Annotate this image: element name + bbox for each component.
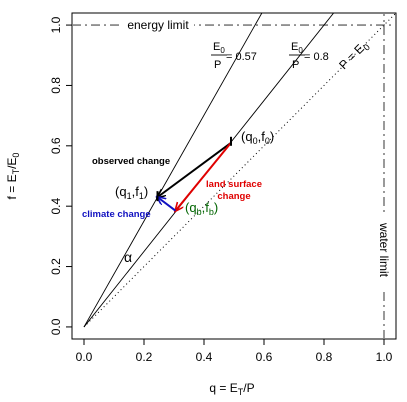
y-tick-label: 0.2 [49,258,63,275]
x-tick-label: 0.6 [256,350,273,364]
point-q1f1-label: (q1,f1) [115,184,148,201]
land-surface-change-label-line2: change [217,191,250,202]
ratio-08-denominator: P [292,59,299,71]
y-axis-title: f = ET/E0 [5,153,21,200]
ratio-label-08: E0 P = 0.8 [289,41,329,71]
alpha-label: α [124,249,132,265]
water-limit-label-bg [375,212,393,288]
y-axis: 0.0 0.2 0.4 0.6 0.8 1.0 [49,16,72,335]
x-tick-label: 0.4 [196,350,213,364]
energy-limit-label-bg [122,16,194,32]
ratio-057-value: = 0.57 [226,51,257,63]
y-tick-label: 0.0 [49,318,63,335]
x-axis-title: q = ET/P [209,381,254,397]
ratio-line-08 [83,13,335,328]
observed-change-arrow [158,141,232,197]
x-tick-label: 1.0 [376,350,393,364]
ratio-line-057 [83,13,263,328]
pe-line [83,13,396,328]
y-tick-label: 0.8 [49,77,63,94]
climate-change-arrow [158,197,177,212]
x-tick-label: 0.0 [76,350,93,364]
y-tick-label: 0.4 [49,198,63,215]
point-qbfb-label: (qb,fb) [185,200,218,217]
energy-limit-label: energy limit [127,18,189,32]
x-tick-label: 0.8 [316,350,333,364]
y-tick-label: 0.6 [49,137,63,154]
ratio-label-057: E0 P = 0.57 [211,41,257,71]
climate-change-label: climate change [82,209,151,220]
x-tick-label: 0.2 [136,350,153,364]
point-q0f0-label: (q0,f0) [241,129,274,146]
ratio-057-denominator: P [214,59,221,71]
land-surface-change-arrow [176,142,232,211]
plot-frame [71,12,397,340]
ratio-08-numerator: E0 [291,41,303,55]
land-surface-change-label-line1: land surface [206,179,262,190]
ratio-08-value: = 0.8 [304,51,329,63]
y-tick-label: 1.0 [49,16,63,33]
observed-change-label: observed change [92,156,170,167]
ratio-057-numerator: E0 [213,41,225,55]
x-axis: 0.0 0.2 0.4 0.6 0.8 1.0 [76,339,393,364]
water-limit-label: water limit [377,222,391,278]
